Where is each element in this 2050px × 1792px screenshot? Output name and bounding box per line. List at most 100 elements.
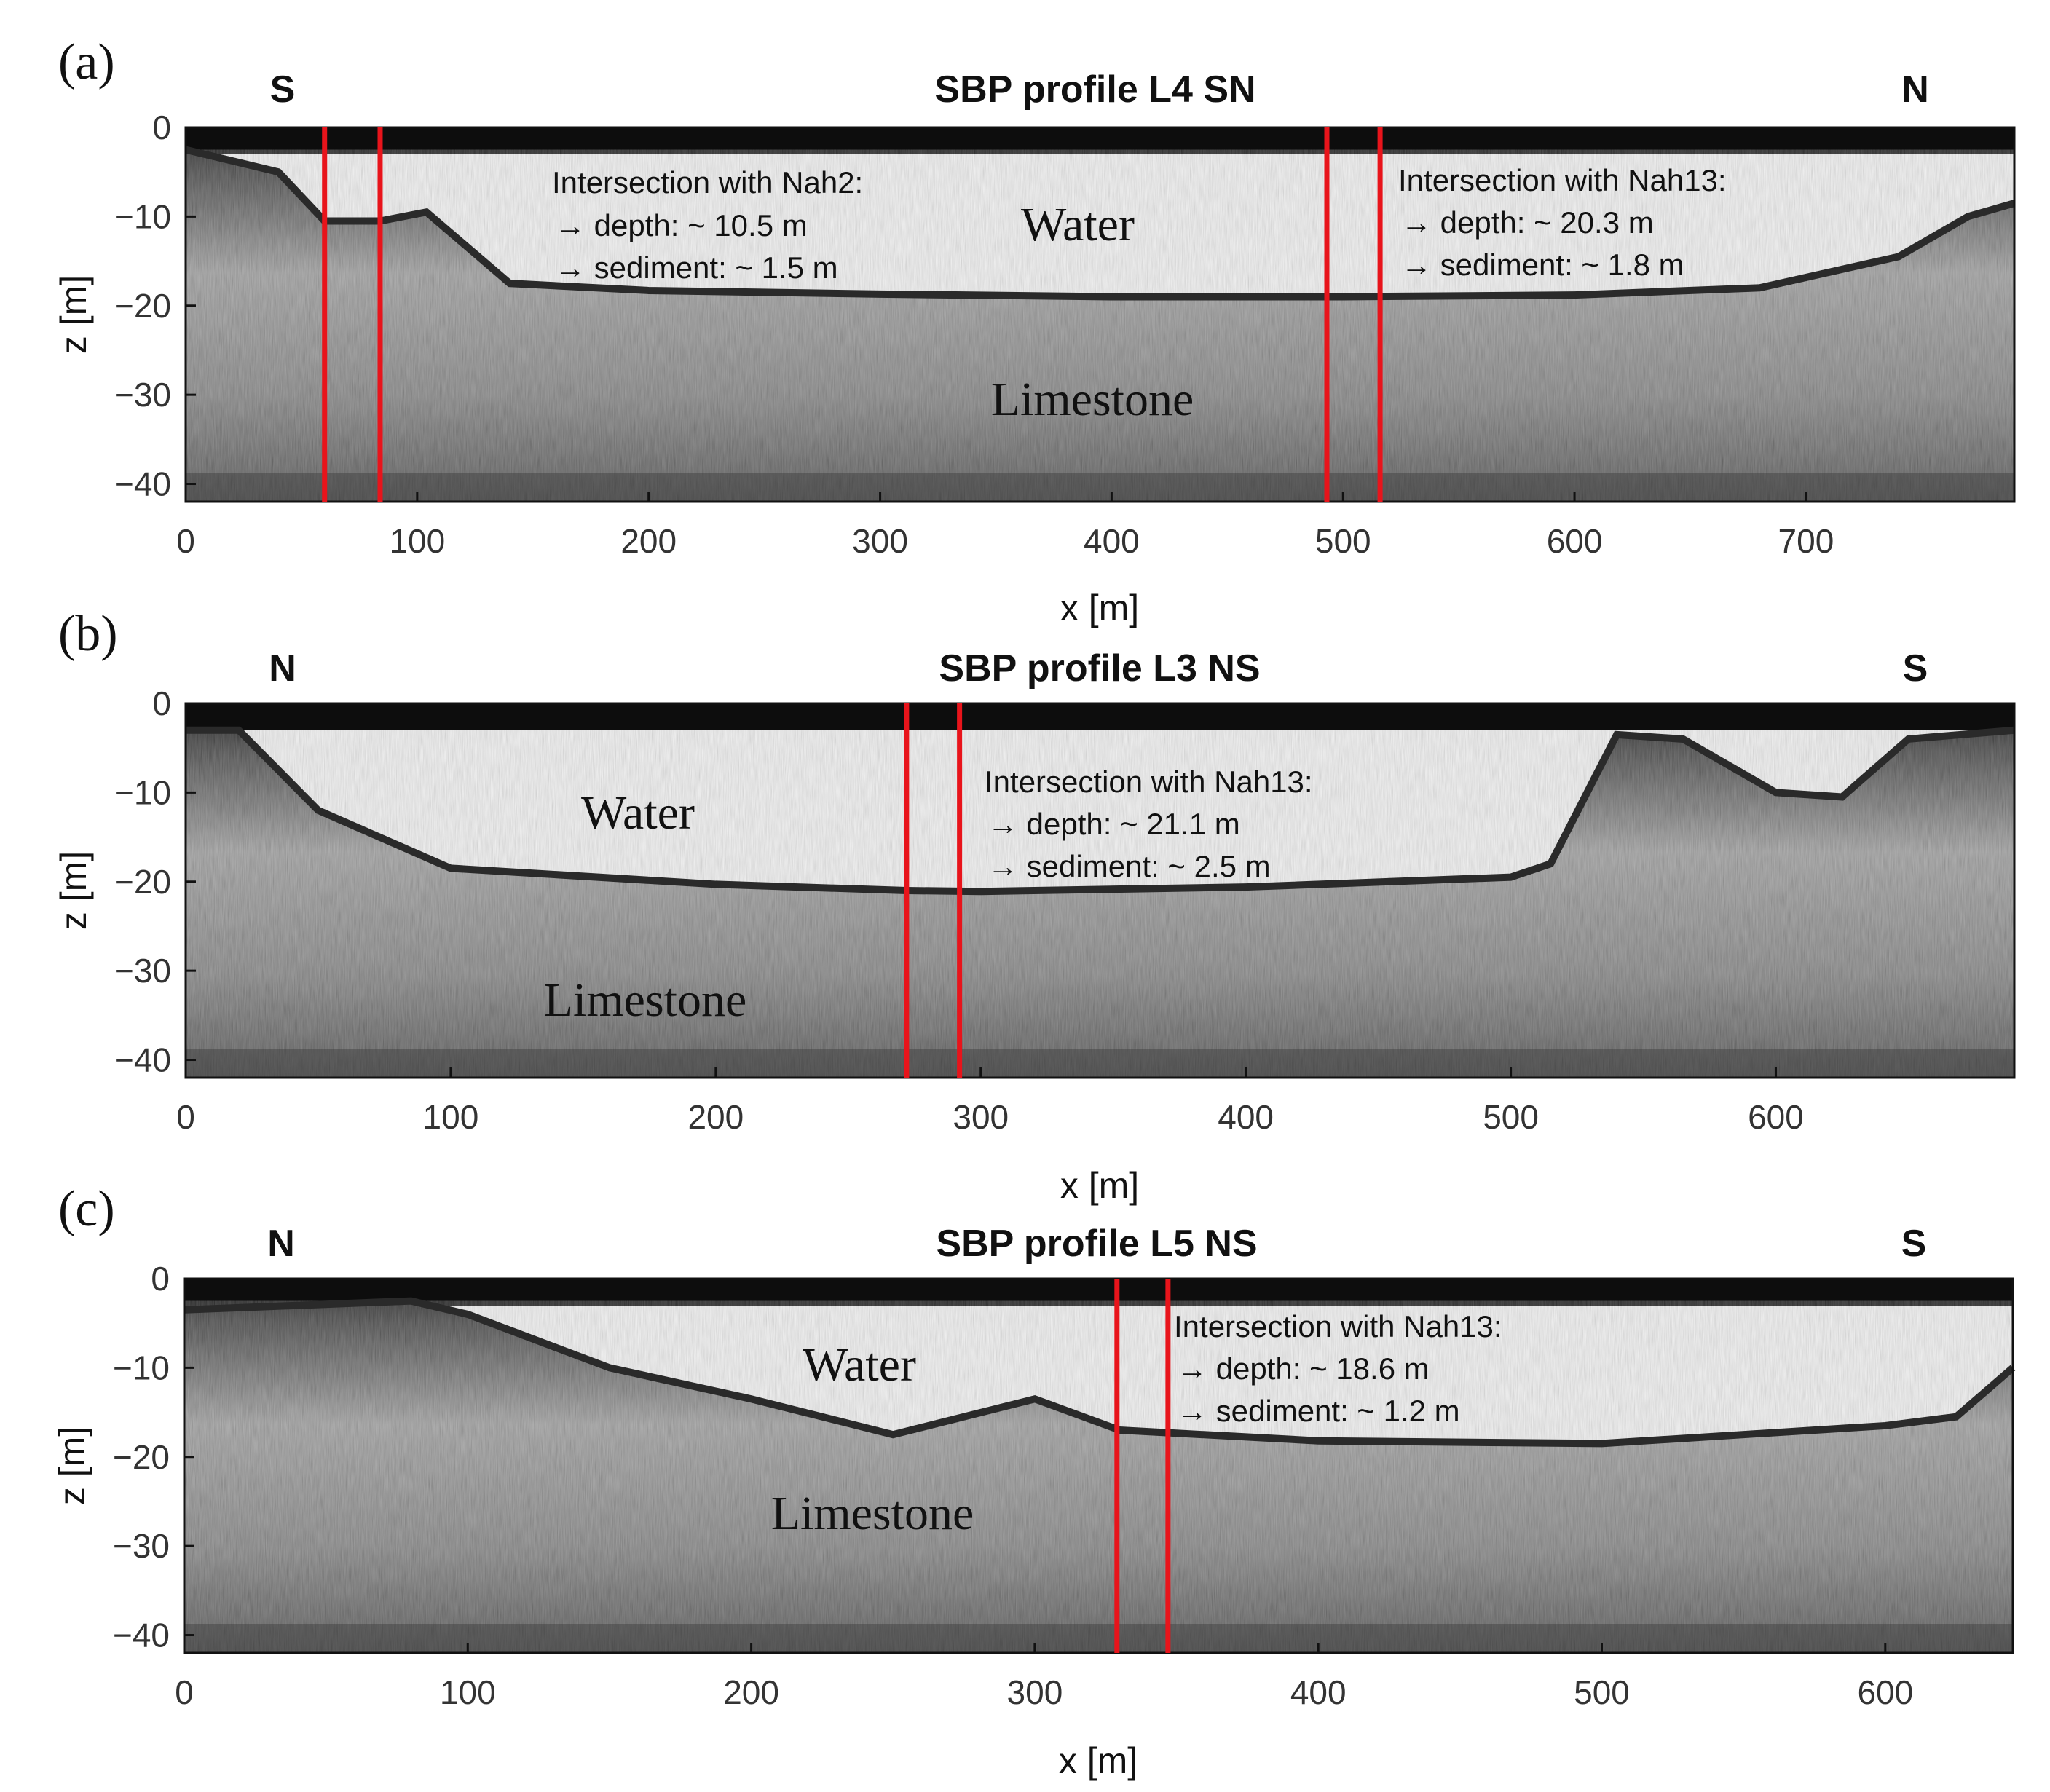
annotation-depth: → depth: ~ 21.1 m: [987, 807, 1240, 841]
x-tick-label: 500: [1483, 1098, 1539, 1136]
limestone-label: Limestone: [544, 974, 747, 1027]
x-tick-label: 300: [1007, 1673, 1063, 1711]
y-tick-label: −30: [114, 376, 171, 414]
panel-title: SBP profile L3 NS: [939, 647, 1260, 690]
x-tick-label: 0: [175, 1673, 194, 1711]
panel-title: SBP profile L4 SN: [934, 68, 1255, 111]
x-ticks: 0 100 200 300 400 500 600: [176, 1067, 1804, 1136]
x-tick-label: 500: [1315, 522, 1371, 560]
annotation-nah13: Intersection with Nah13: → depth: ~ 20.3…: [1398, 163, 1727, 282]
x-tick-label: 600: [1857, 1673, 1913, 1711]
annotation-sediment: → sediment: ~ 1.8 m: [1401, 248, 1684, 282]
x-ticks: 0 100 200 300 400 500 600: [175, 1643, 1913, 1711]
plot-area: 0 100 200 300 400 500 600 700 0 −10 −20 −30 −40: [114, 108, 2016, 560]
annotation-title: Intersection with Nah2:: [552, 165, 863, 200]
x-tick-label: 500: [1574, 1673, 1630, 1711]
reflection-texture: [184, 1300, 2013, 1653]
seabed-reflector: [186, 726, 2015, 896]
panel-letter: (c): [58, 1181, 115, 1237]
direction-right: S: [1903, 647, 1928, 690]
annotation-nah13: Intersection with Nah13: → depth: ~ 18.6…: [1174, 1309, 1502, 1428]
x-tick-label: 200: [687, 1098, 744, 1136]
y-tick-label: −20: [114, 287, 171, 325]
plot-frame: [184, 126, 2016, 503]
intersection-lines: [322, 127, 1383, 502]
deep-reflector: [186, 1049, 2014, 1078]
seabed-reflector: [184, 146, 2016, 301]
y-ticks: 0 −10 −20 −30 −40: [114, 108, 196, 503]
panel-title: SBP profile L5 NS: [936, 1223, 1257, 1265]
y-tick-label: −40: [114, 1041, 171, 1079]
y-tick-label: −40: [113, 1617, 170, 1654]
x-axis-label: x [m]: [1060, 1165, 1139, 1206]
x-tick-label: 300: [953, 1098, 1009, 1136]
annotation-nah13: Intersection with Nah13: → depth: ~ 21.1…: [985, 765, 1313, 883]
y-axis-label: z [m]: [53, 851, 94, 930]
x-tick-label: 600: [1748, 1098, 1804, 1136]
deep-reflector: [186, 473, 2014, 502]
surface-band: [184, 1279, 2013, 1306]
reflection-texture: [186, 730, 2014, 1078]
panel-letter: (b): [58, 606, 118, 662]
y-tick-label: −10: [113, 1349, 170, 1386]
y-tick-label: −30: [114, 952, 171, 990]
limestone-label: Limestone: [771, 1487, 974, 1540]
surface-band: [186, 127, 2014, 154]
x-axis-label: x [m]: [1060, 588, 1139, 628]
x-tick-label: 400: [1290, 1673, 1347, 1711]
y-tick-label: 0: [152, 684, 171, 722]
plot-frame: [184, 702, 2016, 1079]
panel-c: (c) SBP profile L5 NS N S 0 100 200 300 400 5…: [52, 1181, 2016, 1781]
subbottom: [184, 1297, 2016, 1653]
direction-left: N: [269, 647, 296, 690]
deep-reflector: [184, 1624, 2013, 1653]
panel-b: (b) SBP profile L3 NS N S 0 100 200 300 400 5…: [53, 606, 2016, 1206]
annotation-title: Intersection with Nah13:: [985, 765, 1313, 799]
y-tick-label: 0: [151, 1260, 170, 1298]
direction-right: N: [1901, 68, 1929, 111]
x-tick-label: 0: [176, 1098, 195, 1136]
water-label: Water: [581, 786, 695, 840]
subbottom: [184, 146, 2016, 502]
x-tick-label: 200: [620, 522, 677, 560]
y-tick-label: 0: [152, 108, 171, 146]
surface-band: [186, 703, 2014, 730]
y-tick-label: −10: [114, 197, 171, 235]
water-label: Water: [1021, 198, 1135, 251]
annotation-sediment: → sediment: ~ 1.5 m: [555, 250, 838, 285]
y-tick-label: −20: [114, 863, 171, 901]
panel-letter: (a): [58, 34, 115, 90]
y-tick-label: −30: [113, 1527, 170, 1565]
x-tick-label: 100: [440, 1673, 496, 1711]
y-axis-label: z [m]: [52, 1426, 92, 1505]
x-tick-label: 400: [1084, 522, 1140, 560]
x-tick-label: 100: [423, 1098, 479, 1136]
annotation-depth: → depth: ~ 18.6 m: [1177, 1351, 1430, 1386]
intersection-lines: [1114, 1279, 1171, 1653]
limestone-label: Limestone: [991, 373, 1194, 426]
direction-left: S: [270, 68, 296, 111]
annotation-sediment: → sediment: ~ 1.2 m: [1177, 1394, 1460, 1428]
plot-area: 0 100 200 300 400 500 600 0 −10 −20 −30 −40: [114, 684, 2016, 1136]
annotation-depth: → depth: ~ 20.3 m: [1401, 205, 1654, 240]
intersection-lines: [904, 703, 963, 1078]
x-tick-label: 700: [1778, 522, 1834, 560]
x-tick-label: 200: [723, 1673, 779, 1711]
x-tick-label: 300: [852, 522, 908, 560]
annotation-nah2: Intersection with Nah2: → depth: ~ 10.5 …: [552, 165, 863, 285]
plot-frame: [183, 1277, 2014, 1654]
panel-a: (a) SBP profile L4 SN S N 0 100 200 300 400 5…: [53, 34, 2016, 628]
seabed-reflector: [184, 1297, 2016, 1448]
annotation-title: Intersection with Nah13:: [1174, 1309, 1502, 1343]
y-tick-label: −10: [114, 773, 171, 811]
x-tick-label: 400: [1218, 1098, 1274, 1136]
x-tick-label: 600: [1547, 522, 1603, 560]
x-axis-label: x [m]: [1059, 1740, 1138, 1781]
direction-right: S: [1901, 1223, 1927, 1265]
reflection-texture: [186, 149, 2014, 502]
x-ticks: 0 100 200 300 400 500 600 700: [176, 492, 1834, 560]
annotation-sediment: → sediment: ~ 2.5 m: [987, 849, 1271, 883]
annotation-depth: → depth: ~ 10.5 m: [555, 208, 808, 242]
y-ticks: 0 −10 −20 −30 −40: [114, 684, 196, 1079]
